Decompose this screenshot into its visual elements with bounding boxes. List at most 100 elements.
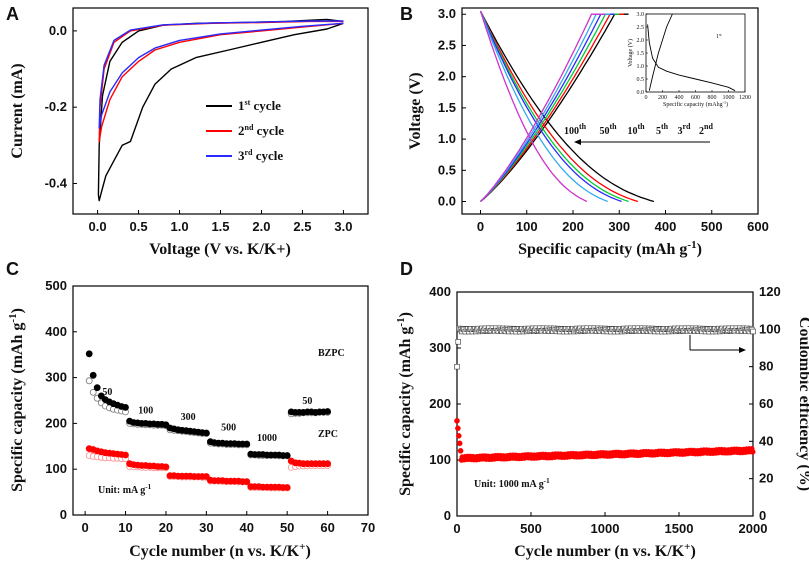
panel-a-legend-label: 1st cycle [238, 98, 281, 113]
panel-label-c: C [6, 259, 19, 279]
panel-a-series-line [98, 20, 344, 143]
panel-a-legend-label: 2nd cycle [238, 123, 284, 138]
panel-b-xlabel-tail: ) [697, 241, 702, 258]
panel-b-xtick-label: 500 [701, 219, 723, 234]
panel-c-unit-base: Unit: mA g [98, 485, 145, 496]
panel-c-bzpc-discharge-point [202, 429, 210, 437]
panel-b-ytick-label: 2.0 [438, 69, 456, 84]
panel-b-discharge-curve [479, 10, 639, 203]
panel-b-cycle-label-base: 3 [678, 126, 683, 137]
panel-b: B 0 100 200 300 400 500 600 0.00.51.01.52.02.5… [400, 4, 769, 258]
panel-b-charge-curve [480, 13, 620, 202]
panel-b-inset-xtick-label: 1000 [723, 95, 735, 101]
panel-b-inset-ytick-label: 1.5 [637, 51, 645, 57]
panel-a-xtick-label: 3.0 [334, 219, 352, 234]
panel-d: D 0 500 1000 1500 2000 0 100 200 300 400 0 20 40 60… [395, 259, 809, 560]
panel-d-ytick-label: 100 [429, 452, 451, 467]
panel-c-ytick-label: 400 [45, 324, 67, 339]
panel-c-xtick-label: 10 [118, 520, 132, 535]
panel-c-frame [72, 285, 369, 516]
panel-c-zpc-discharge-point [283, 484, 291, 491]
panel-b-xlabel-base: Specific capacity (mAh g [518, 241, 687, 258]
panel-a-xtick-label: 0.5 [130, 219, 148, 234]
panel-b-inset-xlabel-tail: ) [726, 101, 728, 108]
panel-b-inset-label-sup: st [719, 32, 723, 37]
panel-a: A 0.0 0.5 1.0 1.5 2.0 2.5 3.0 0.0 -0.2 -0.4 1st … [6, 4, 369, 258]
panel-d-ytick-right-label: 0 [759, 508, 766, 523]
panel-d-ylabel-tail: ) [397, 312, 414, 317]
panel-d-ytick-label: 200 [429, 396, 451, 411]
panel-d-xtick-label: 500 [520, 521, 542, 536]
panel-b-ylabel: Voltage (V) [407, 72, 424, 149]
panel-a-legend-label-sup: rd [245, 148, 254, 157]
panel-b-inset-charge [648, 13, 673, 91]
panel-d-xlabel-tail: ) [690, 543, 695, 560]
panel-c-zpc-discharge-point [162, 463, 170, 471]
panel-d-efficiency-point [750, 328, 756, 335]
panel-b-inset-discharge [647, 24, 736, 92]
panel-b-xtick-label: 400 [655, 219, 677, 234]
panel-b-inset-xtick-label: 0 [645, 95, 648, 101]
panel-b-inset-ytick-label: 2.0 [637, 38, 645, 44]
panel-c-ylabel-sup: -1 [7, 313, 19, 322]
panel-b-inset-ylabel: Voltage (V) [627, 39, 634, 67]
panel-c-xtick-label: 20 [159, 520, 173, 535]
panel-c-rate-label: 50 [102, 387, 112, 398]
panel-b-cycle-label-sup: nd [704, 122, 713, 131]
panel-c-ylabel-base: Specific capacity (mAh g [9, 323, 26, 492]
panel-d-y-ticks-right: 0 20 40 60 80 100 120 [749, 284, 781, 523]
panel-c-bzpc-charge-point [85, 377, 93, 385]
panel-b-cycle-label-base: 10 [627, 126, 637, 137]
panel-d-ytick-right-label: 20 [759, 471, 773, 486]
panel-c-ytick-label: 500 [45, 278, 67, 293]
panel-a-series-line [98, 20, 344, 129]
panel-a-xtick-label: 2.0 [252, 219, 270, 234]
panel-c-y-ticks: 0 100 200 300 400 500 [45, 278, 77, 522]
panel-a-ytick-label: 0.0 [49, 23, 67, 38]
panel-b-discharge-curve [479, 10, 629, 203]
panel-b-inset-label-base: 1 [716, 34, 719, 40]
panel-a-ytick-label: -0.4 [45, 175, 68, 190]
panel-b-cycle-label-sup: th [609, 122, 617, 131]
panel-b-ytick-label: 1.5 [438, 100, 456, 115]
panel-b-discharge-curve [479, 10, 655, 203]
panel-c-unit-sup: -1 [145, 483, 151, 491]
panel-a-legend-label-rest: cycle [250, 98, 281, 113]
panel-a-x-ticks: 0.0 0.5 1.0 1.5 2.0 2.5 3.0 [89, 210, 352, 234]
panel-b-inset-xtick-label: 400 [675, 95, 684, 101]
panel-d-arrow-head [739, 347, 746, 353]
panel-d-ylabel-right: Coulombic efficiency (%) [796, 317, 809, 491]
panel-c-xtick-label: 50 [280, 520, 294, 535]
panel-b-xtick-label: 600 [747, 219, 769, 234]
panel-a-y-ticks: 0.0 -0.2 -0.4 [45, 23, 77, 190]
panel-d-xtick-label: 1500 [665, 521, 694, 536]
panel-a-legend-label-sup: st [245, 98, 251, 107]
panel-a-legend-label-base: 1 [238, 98, 245, 113]
panel-d-ytick-label: 300 [429, 340, 451, 355]
panel-b-inset-ytick-label: 1.0 [637, 64, 645, 70]
panel-b-cycle-label-base: 2 [699, 126, 704, 137]
panel-label-d: D [400, 259, 413, 279]
panel-c-bzpc-discharge-point [283, 452, 291, 459]
panel-b-inset-xlabel: Specific capacity (mAhg-1) [663, 100, 728, 108]
panel-b-cycle-label-sup: th [579, 122, 587, 131]
panel-d-capacity-point [455, 432, 462, 439]
panel-c-zpc-discharge-point [243, 478, 251, 486]
panel-a-legend: 1st cycle 2nd cycle 3rd cycle [206, 98, 284, 163]
panel-b-ytick-label: 0.0 [438, 194, 456, 209]
panel-c-bzpc-discharge-point [85, 350, 93, 358]
panel-c-bzpc-discharge-point [243, 440, 251, 448]
panel-b-inset-xlabel-base: Specific capacity (mAhg [663, 101, 723, 108]
panel-c-bzpc-discharge-point [122, 403, 129, 411]
panel-d-capacity-point [455, 425, 461, 432]
panel-a-legend-label-base: 3 [238, 148, 245, 163]
panel-a-xtick-label: 2.5 [293, 219, 311, 234]
panel-c-rate-labels: 50 100 300 500 1000 50 [102, 387, 312, 444]
panel-b-inset-xtick-label: 600 [691, 95, 700, 101]
panel-b-cycle-label-base: 100 [564, 126, 579, 137]
panel-a-series [97, 18, 344, 202]
panel-b-xtick-label: 100 [516, 219, 538, 234]
panel-b-series [479, 10, 655, 203]
panel-b-cycle-labels: 100th 50th 10th 5th 3rd 2nd [564, 122, 714, 137]
panel-d-xlabel: Cycle number (n vs. K/K+) [514, 541, 696, 560]
